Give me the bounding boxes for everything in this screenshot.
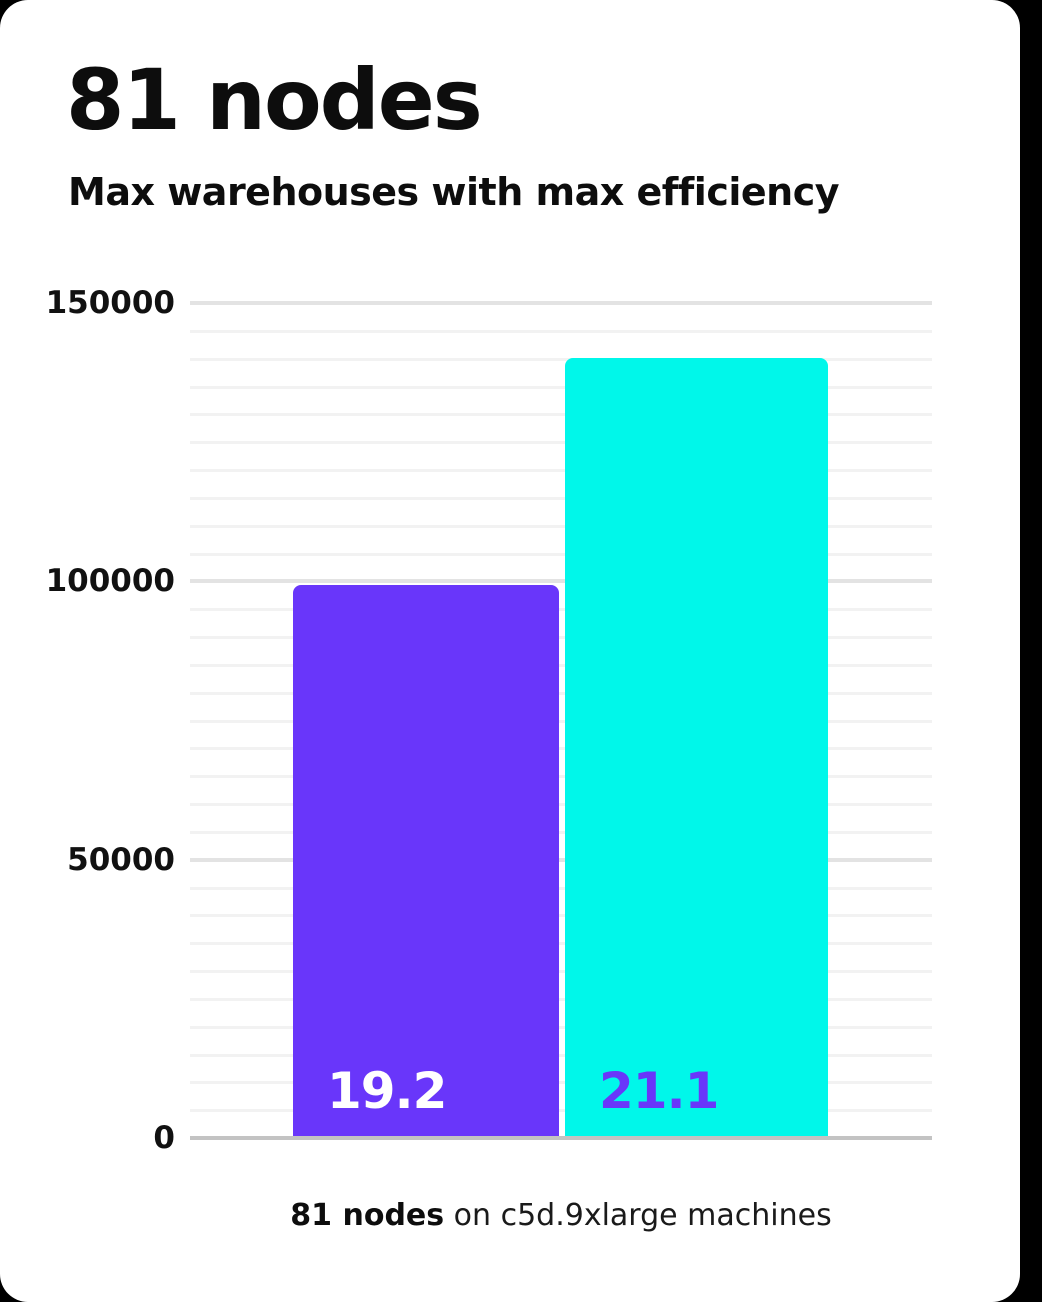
minor-gridline bbox=[190, 413, 932, 417]
bar-purple-value-label: 19.2 bbox=[327, 1062, 447, 1120]
minor-gridline bbox=[190, 552, 932, 556]
bar-cyan: 21.1 bbox=[565, 357, 828, 1138]
minor-gridline bbox=[190, 496, 932, 500]
minor-gridline bbox=[190, 997, 932, 1001]
chart-card: 81 nodes Max warehouses with max efficie… bbox=[0, 0, 1020, 1302]
major-gridline bbox=[190, 301, 932, 305]
minor-gridline bbox=[190, 775, 932, 779]
minor-gridline bbox=[190, 886, 932, 890]
minor-gridline bbox=[190, 329, 932, 333]
x-axis-line bbox=[190, 1136, 932, 1140]
y-tick-label: 50000 bbox=[67, 841, 175, 878]
minor-gridline bbox=[190, 1109, 932, 1113]
major-gridline bbox=[190, 579, 932, 584]
minor-gridline bbox=[190, 357, 932, 361]
minor-gridline bbox=[190, 830, 932, 834]
minor-gridline bbox=[190, 719, 932, 723]
minor-gridline bbox=[190, 942, 932, 946]
y-tick-label: 100000 bbox=[45, 563, 175, 600]
minor-gridline bbox=[190, 1053, 932, 1057]
caption-bold-text: 81 nodes bbox=[290, 1198, 445, 1233]
caption-regular-text: on c5d.9xlarge machines bbox=[444, 1198, 832, 1233]
plot-area: 19.2 21.1 bbox=[190, 301, 932, 1138]
y-tick-label: 150000 bbox=[45, 285, 175, 321]
bar-cyan-value-label: 21.1 bbox=[599, 1062, 719, 1120]
page-title: 81 nodes bbox=[66, 51, 483, 149]
minor-gridline bbox=[190, 747, 932, 751]
minor-gridline bbox=[190, 608, 932, 612]
minor-gridline bbox=[190, 803, 932, 806]
caption: 81 nodes on c5d.9xlarge machines bbox=[190, 1198, 932, 1233]
minor-gridline bbox=[190, 441, 932, 445]
minor-gridline bbox=[190, 914, 932, 918]
bar-purple: 19.2 bbox=[293, 584, 559, 1138]
page-subtitle: Max warehouses with max efficiency bbox=[68, 170, 840, 214]
minor-gridline bbox=[190, 970, 932, 973]
major-gridline bbox=[190, 857, 932, 862]
y-axis: 0 50000 100000 150000 bbox=[40, 285, 175, 1156]
minor-gridline bbox=[190, 524, 932, 528]
y-tick-label: 0 bbox=[153, 1120, 175, 1156]
minor-gridline bbox=[190, 691, 932, 695]
minor-gridline bbox=[190, 663, 932, 667]
minor-gridline bbox=[190, 1025, 932, 1029]
minor-gridline bbox=[190, 385, 932, 389]
minor-gridline bbox=[190, 1081, 932, 1085]
minor-gridline bbox=[190, 636, 932, 639]
minor-gridline bbox=[190, 469, 932, 472]
